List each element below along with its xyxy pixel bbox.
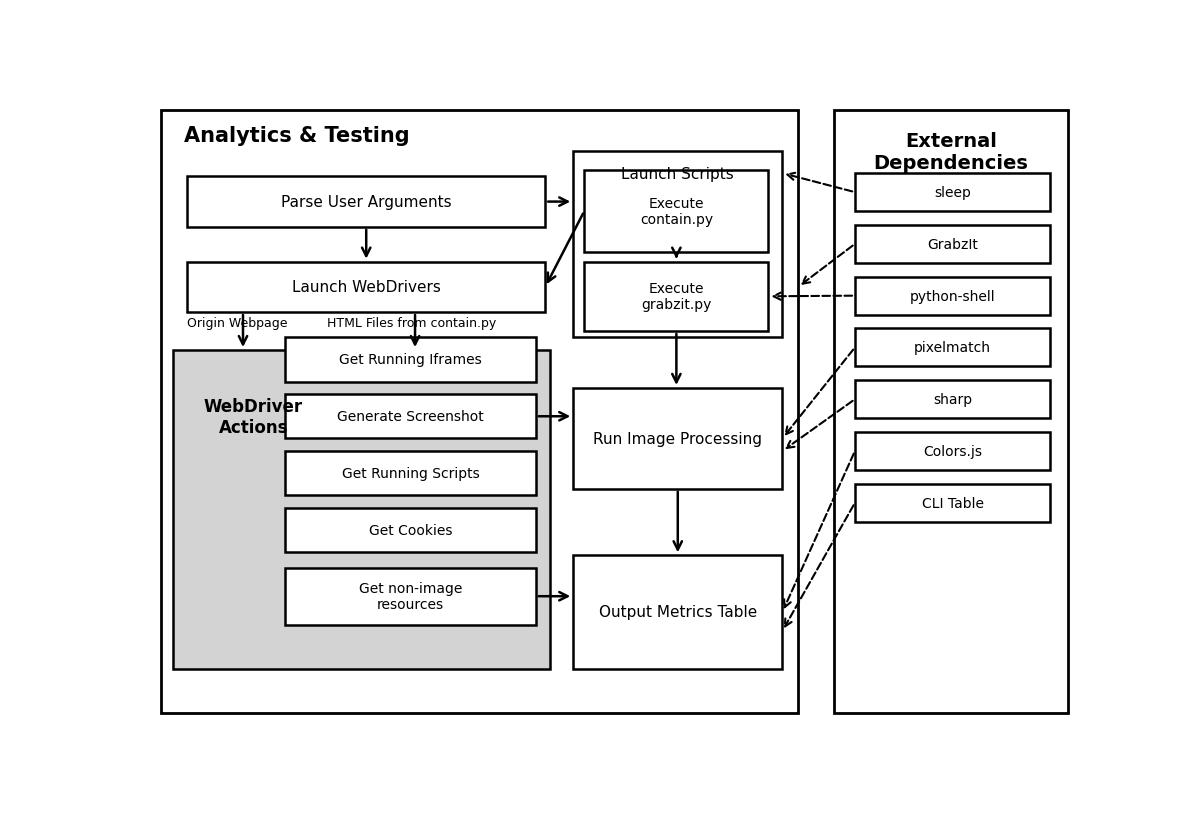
Text: Get Running Scripts: Get Running Scripts: [342, 467, 479, 481]
Text: pixelmatch: pixelmatch: [914, 341, 991, 355]
Text: sharp: sharp: [934, 393, 972, 407]
Text: sleep: sleep: [934, 186, 971, 200]
FancyBboxPatch shape: [284, 568, 536, 625]
Text: Colors.js: Colors.js: [923, 445, 982, 459]
FancyBboxPatch shape: [854, 329, 1050, 367]
FancyBboxPatch shape: [854, 278, 1050, 315]
Text: Generate Screenshot: Generate Screenshot: [337, 410, 484, 423]
FancyBboxPatch shape: [854, 432, 1050, 470]
FancyBboxPatch shape: [574, 388, 782, 489]
FancyBboxPatch shape: [854, 484, 1050, 522]
Text: Launch Scripts: Launch Scripts: [622, 166, 734, 182]
FancyBboxPatch shape: [834, 111, 1068, 713]
FancyBboxPatch shape: [584, 262, 768, 332]
Text: Parse User Arguments: Parse User Arguments: [281, 195, 451, 210]
Text: Execute
grabzit.py: Execute grabzit.py: [641, 282, 712, 312]
FancyBboxPatch shape: [854, 174, 1050, 212]
FancyBboxPatch shape: [574, 152, 782, 338]
FancyBboxPatch shape: [854, 381, 1050, 419]
Text: Analytics & Testing: Analytics & Testing: [185, 126, 410, 146]
FancyBboxPatch shape: [173, 351, 550, 669]
Text: Output Metrics Table: Output Metrics Table: [599, 604, 757, 620]
Text: python-shell: python-shell: [910, 289, 996, 303]
Text: Get Cookies: Get Cookies: [368, 523, 452, 537]
FancyBboxPatch shape: [284, 338, 536, 382]
Text: Get non-image
resources: Get non-image resources: [359, 581, 462, 612]
Text: GrabzIt: GrabzIt: [928, 238, 978, 251]
FancyBboxPatch shape: [284, 451, 536, 495]
FancyBboxPatch shape: [187, 177, 545, 228]
FancyBboxPatch shape: [284, 395, 536, 439]
FancyBboxPatch shape: [574, 555, 782, 669]
Text: Origin Webpage: Origin Webpage: [187, 317, 288, 330]
Text: Execute
contain.py: Execute contain.py: [640, 197, 713, 227]
Text: External
Dependencies: External Dependencies: [874, 131, 1028, 172]
FancyBboxPatch shape: [161, 111, 798, 713]
Text: Get Running Iframes: Get Running Iframes: [340, 353, 481, 367]
FancyBboxPatch shape: [284, 508, 536, 552]
Text: WebDriver
Actions: WebDriver Actions: [204, 397, 304, 437]
FancyBboxPatch shape: [584, 171, 768, 253]
Text: Run Image Processing: Run Image Processing: [593, 432, 762, 446]
Text: HTML Files from contain.py: HTML Files from contain.py: [326, 317, 496, 330]
Text: Launch WebDrivers: Launch WebDrivers: [292, 280, 440, 295]
FancyBboxPatch shape: [187, 262, 545, 313]
FancyBboxPatch shape: [854, 226, 1050, 264]
Text: CLI Table: CLI Table: [922, 496, 984, 510]
